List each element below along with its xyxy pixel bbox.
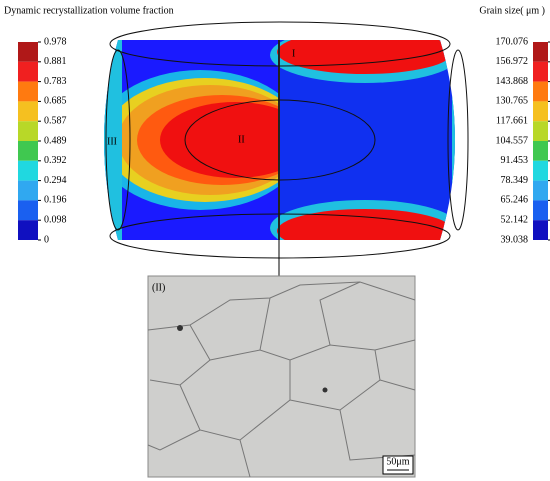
legend-label: 0.489: [44, 135, 67, 146]
contour-plot: [104, 40, 455, 240]
region-label: III: [107, 136, 117, 147]
color-swatch: [18, 141, 38, 161]
legend-label: 117.661: [496, 115, 528, 126]
color-swatch: [18, 81, 38, 102]
color-swatch: [533, 200, 548, 221]
color-swatch: [18, 121, 38, 141]
color-swatch: [533, 121, 548, 141]
color-swatch: [18, 61, 38, 82]
legend-label: 0.098: [44, 214, 67, 225]
legend-label: 156.972: [496, 56, 529, 67]
region-label: II: [238, 134, 245, 145]
legend-label: 52.142: [501, 214, 529, 225]
scale-bar-label: 50μm: [386, 456, 409, 467]
legend-label: 170.076: [496, 36, 529, 47]
micrograph-label: (II): [152, 282, 165, 293]
legend-label: 0.294: [44, 175, 67, 186]
color-swatch: [18, 101, 38, 122]
legend-label: 91.453: [501, 155, 529, 166]
right-color-bar: 170.076 156.972 143.868 130.765 117.661 104.5…: [496, 36, 550, 245]
legend-label: 65.246: [501, 195, 529, 206]
color-swatch: [18, 180, 38, 201]
color-swatch: [18, 200, 38, 221]
region-outlines: [105, 21, 469, 259]
legend-label: 78.349: [501, 175, 529, 186]
legend-label: 0.196: [44, 195, 67, 206]
micrograph: [147, 275, 416, 478]
legend-label: 0.587: [44, 115, 67, 126]
legend-label: 0.783: [44, 76, 67, 87]
legend-label: 143.868: [496, 76, 529, 87]
right-legend-title: Grain size( μm ): [479, 5, 545, 16]
color-swatch: [18, 160, 38, 181]
color-swatch: [533, 141, 548, 161]
legend-label: 130.765: [496, 96, 529, 107]
legend-label: 0.685: [44, 96, 67, 107]
legend-label: 0.881: [44, 56, 67, 67]
legend-label: 0: [44, 234, 49, 245]
color-swatch: [533, 101, 548, 122]
grain-boundaries: [147, 281, 416, 478]
left-color-bar: 0.978 0.881 0.783 0.685 0.587 0.489 0.392 0.294…: [18, 36, 67, 245]
left-legend-title: Dynamic recrystallization volume fractio…: [4, 5, 174, 16]
color-swatch: [533, 61, 548, 82]
color-swatch: [533, 180, 548, 201]
legend-label: 104.557: [496, 135, 529, 146]
color-swatch: [18, 220, 38, 240]
color-swatch: [533, 42, 548, 62]
color-swatch: [533, 81, 548, 102]
legend-label: 0.978: [44, 36, 67, 47]
color-swatch: [533, 160, 548, 181]
legend-label: 0.392: [44, 155, 67, 166]
region-label: I: [292, 48, 295, 59]
color-swatch: [18, 42, 38, 62]
color-swatch: [533, 220, 548, 240]
legend-label: 39.038: [501, 234, 529, 245]
